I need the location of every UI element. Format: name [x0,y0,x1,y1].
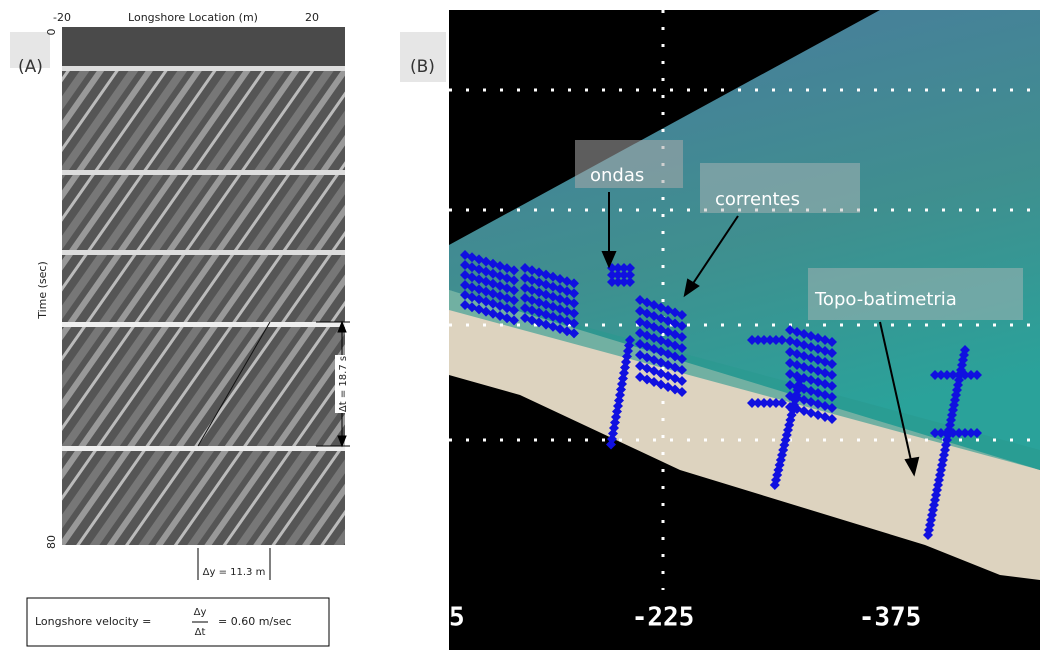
coastal-image [449,10,1040,650]
timestack-image [62,27,345,545]
x-axis-title: Longshore Location (m) [128,11,258,24]
y-tick-label: 0 [45,29,58,36]
dy-label: Δy = 11.3 m [203,567,266,578]
annotation: ondas [590,165,644,186]
formula-result: = 0.60 m/sec [218,615,292,628]
x-tick-label: 5 [449,603,465,633]
x-tick-label: -225 [632,603,695,633]
formula-prefix: Longshore velocity = [35,615,151,628]
x-tick-label: -20 [53,11,71,24]
annotation: correntes [715,189,800,210]
x-tick-label: 20 [305,11,319,24]
figure: (A) -20 20 Longshore Location (m) 0 80 T… [0,0,1040,650]
formula-numerator: Δy [194,607,207,618]
y-axis-title: Time (sec) [36,261,49,320]
panel-label: (A) [18,57,43,77]
annotation: Topo-batimetria [814,289,957,310]
formula-denominator: Δt [195,627,206,638]
y-tick-label: 80 [45,535,58,549]
panel-label: (B) [410,57,435,77]
dt-label: Δt = 18.7 s [338,356,349,412]
x-tick-label: -375 [859,603,922,633]
